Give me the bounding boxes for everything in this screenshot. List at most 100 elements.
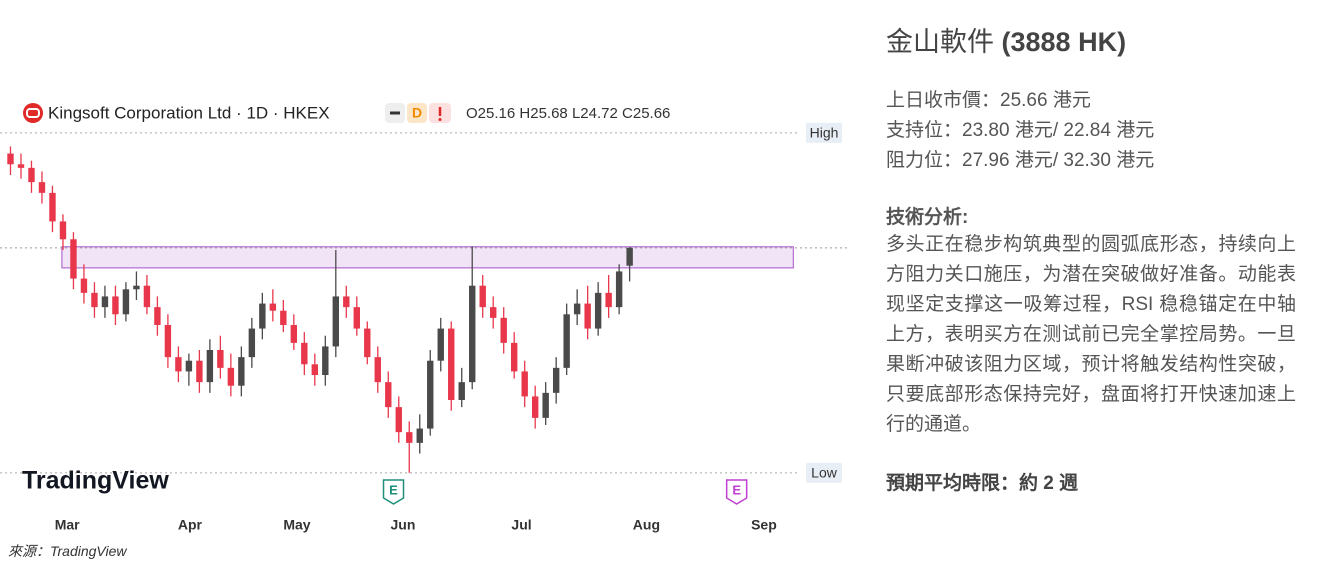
candle-body (479, 285, 486, 308)
company-icon-glyph (26, 108, 40, 118)
logo: TradingView (22, 467, 169, 495)
candle-body (521, 371, 528, 397)
price-level: 上日收市價：25.66 港元 (886, 90, 1091, 111)
horizon-value: 約 2 週 (1019, 473, 1079, 494)
candle-body (227, 367, 235, 386)
candle-body (133, 285, 140, 290)
candle-body (626, 247, 633, 266)
candle-body (164, 325, 172, 358)
candle-body (374, 357, 381, 383)
candle-body (437, 328, 444, 361)
candle-body (594, 292, 602, 329)
analysis-text: 多头正在稳步构筑典型的圆弧底形态，持续向上方阻力关口施压，为潜在突破做好准备。动… (886, 234, 1296, 435)
ohlc-key: C (622, 105, 633, 122)
candle-body (280, 310, 287, 325)
chart-background (0, 95, 850, 540)
candle-body (175, 357, 182, 372)
candle-body (448, 328, 455, 400)
ref-label: High (810, 125, 839, 141)
ref-label: Low (811, 465, 838, 481)
chart: High Low Mar Apr May Jun Jul Aug Sep E E Kingsoft … (0, 95, 850, 540)
candle-body (322, 346, 329, 375)
ohlc-key: O (466, 105, 478, 122)
ohlc-value: 25.66 (633, 105, 671, 122)
candle-body (206, 350, 214, 383)
ohlc-key: L (572, 105, 580, 122)
candle-body (185, 360, 193, 372)
company-name: 金山軟件 (886, 27, 994, 57)
candle-body (531, 396, 539, 418)
company-code: (3888 HK) (1001, 27, 1127, 57)
candle-body (154, 307, 161, 325)
candle-body (196, 360, 203, 383)
candle-body (563, 314, 570, 368)
candle-body (416, 428, 423, 443)
candle-body (584, 303, 591, 329)
ohlc-value: 25.68 (530, 105, 568, 122)
x-tick-label: Sep (751, 517, 777, 533)
ref-label-box (806, 122, 842, 143)
chart-title: Kingsoft Corporation Ltd · 1D · HKEX (48, 103, 330, 122)
price-level: 阻力位：27.96 港元/ 32.30 港元 (886, 150, 1155, 171)
candle-body (91, 292, 98, 308)
candle-body (290, 325, 298, 343)
candle-body (343, 296, 350, 308)
badge-box (407, 103, 427, 123)
candle-body (605, 292, 612, 308)
candle-body (259, 303, 266, 329)
price-level: 支持位：23.80 港元/ 22.84 港元 (886, 120, 1155, 141)
price-levels: 上日收市價：25.66 港元支持位：23.80 港元/ 22.84 港元 阻力位：… (886, 86, 1154, 176)
candle-body (510, 342, 518, 372)
candle-body (552, 367, 560, 393)
source: 來源：TradingView (8, 543, 127, 559)
plot: High Low Mar Apr May Jun Jul Aug Sep E E (0, 122, 850, 533)
candle-body (500, 317, 507, 343)
candle-body (427, 360, 434, 429)
candle-body (458, 382, 465, 400)
candle-body (269, 303, 277, 311)
candle-body (615, 271, 623, 308)
ohlc-value: 25.16 (478, 105, 516, 122)
event-label: E (389, 482, 398, 497)
ohlc-key: H (519, 105, 530, 122)
candle-body (38, 182, 46, 193)
x-tick-label: May (283, 517, 310, 533)
event-label: E (732, 482, 741, 497)
event-marker (382, 479, 405, 505)
candle-body (70, 239, 77, 279)
horizon-label: 預期平均時限： (886, 473, 1020, 494)
candle-body (353, 307, 360, 329)
candle-body (542, 392, 549, 418)
x-tick-label: Mar (55, 517, 80, 533)
candle-body (469, 285, 476, 383)
x-tick-label: Apr (178, 517, 203, 533)
candle-body (385, 382, 392, 408)
ohlc-value: 24.72 (580, 105, 618, 122)
horizon: 預期平均時限：約 2 週 (886, 468, 1078, 495)
candle-body (143, 285, 151, 308)
candle-body (395, 407, 402, 433)
candle-body (248, 328, 256, 358)
candle-body (28, 167, 35, 183)
candle-body (101, 296, 109, 308)
candle-body (112, 296, 119, 315)
analysis-heading: 技術分析: (886, 207, 969, 228)
sidebar-title: 金山軟件 (3888 HK) (886, 20, 1126, 59)
candle-body (17, 164, 25, 168)
x-tick-label: Jun (391, 517, 416, 533)
candle-body (122, 289, 130, 315)
x-tick-label: Jul (511, 517, 531, 533)
candle-body (80, 278, 88, 293)
candle-body (364, 328, 371, 358)
candle-body (217, 350, 224, 368)
candle-body (332, 296, 340, 347)
candle-body (59, 221, 67, 240)
candle-body (573, 303, 581, 315)
candle-body (49, 192, 56, 222)
event-marker (725, 479, 748, 505)
candle-body (238, 357, 245, 386)
ohlc-legend: O25.16 H25.68 L24.72 C25.66 (466, 105, 670, 122)
resistance-zone (61, 246, 794, 269)
ref-label-box (806, 462, 842, 483)
